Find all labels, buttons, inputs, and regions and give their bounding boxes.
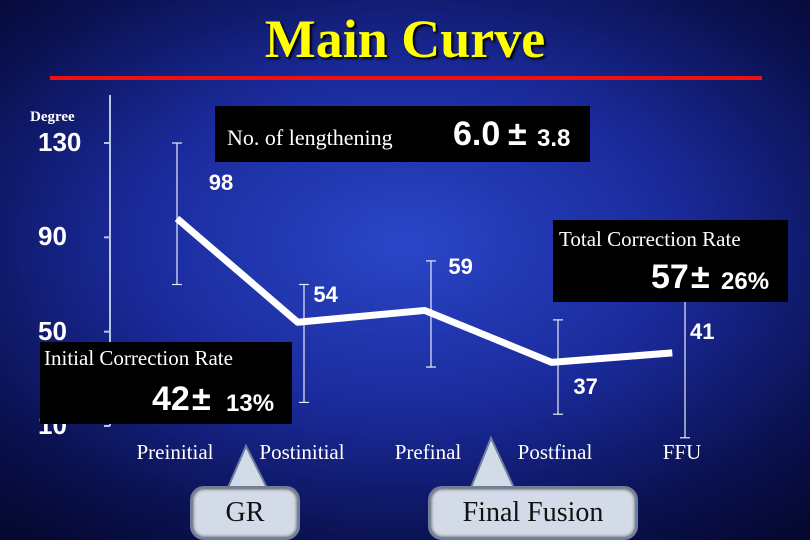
y-tick-label: 130 <box>38 127 82 157</box>
x-category-label: Preinitial <box>136 440 214 464</box>
lengthening-value: 6.0 <box>453 115 501 153</box>
final-fusion-callout: Final Fusion <box>428 486 638 540</box>
total-correction-value: 57 <box>651 258 689 296</box>
gr-pointer <box>225 443 270 491</box>
lengthening-label: No. of lengthening <box>227 125 393 150</box>
x-category-label: Postinitial <box>259 440 345 464</box>
x-category-label: Prefinal <box>394 440 462 464</box>
lengthening-sd: 3.8 <box>537 125 571 152</box>
title-underline <box>50 76 762 80</box>
chart-title: Main Curve <box>264 9 546 69</box>
data-label: 54 <box>313 282 338 308</box>
x-category-label: Postfinal <box>517 440 593 464</box>
total-correction-label: Total Correction Rate <box>559 227 741 251</box>
initial-correction-pm: ± <box>192 380 211 418</box>
initial-correction-label: Initial Correction Rate <box>44 346 233 370</box>
lengthening-box: No. of lengthening 6.0 ± 3.8 <box>215 106 590 162</box>
initial-correction-sd: 13% <box>226 390 275 417</box>
y-axis-label: Degree <box>30 109 75 125</box>
initial-correction-value: 42 <box>152 380 190 418</box>
final-fusion-pointer <box>468 435 517 491</box>
data-label: 59 <box>448 254 473 280</box>
y-tick-label: 90 <box>38 221 67 252</box>
y-tick-label: 50 <box>38 315 67 346</box>
total-correction-sd: 26% <box>721 268 770 295</box>
x-category-label: FFU <box>662 440 702 464</box>
lengthening-pm: ± <box>508 115 527 153</box>
initial-correction-box: Initial Correction Rate 42 ± 13% <box>40 342 292 424</box>
series-line <box>174 215 673 366</box>
data-label: 98 <box>208 170 234 196</box>
total-correction-box: Total Correction Rate 57 ± 26% <box>553 220 788 302</box>
gr-callout: GR <box>190 486 300 540</box>
total-correction-pm: ± <box>691 258 710 296</box>
data-label: 37 <box>573 374 598 400</box>
data-label: 41 <box>690 318 715 344</box>
